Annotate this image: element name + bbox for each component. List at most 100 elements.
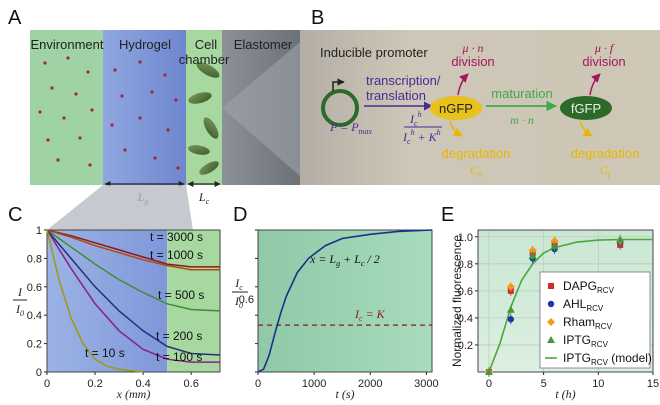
panel-letter-c: C: [8, 204, 22, 226]
bacterium: [199, 161, 219, 175]
transcription-label: transcription/: [366, 73, 441, 88]
x-tick-label: 0: [255, 378, 261, 390]
x-tick-label: 2000: [358, 378, 382, 390]
data-point: [616, 235, 625, 243]
series-line: [46, 229, 144, 373]
promoter-arrow: [332, 78, 345, 91]
y-axis-label-den: I0: [234, 294, 243, 310]
y-axis-label-num: Ic: [234, 276, 243, 292]
signal-molecule: [166, 128, 170, 132]
division-n-rate: μ · n: [461, 41, 483, 55]
signal-molecule: [176, 166, 180, 170]
y-tick-label: 0.4: [458, 313, 473, 325]
panel-b: B Inducible promoter transcription/ tran…: [300, 7, 660, 185]
panel-letter-e: E: [441, 204, 454, 226]
signal-molecule: [153, 156, 157, 160]
data-point: [550, 236, 559, 245]
signal-molecule: [38, 110, 42, 114]
zoom-wedge-c: [47, 185, 193, 230]
series-line: [46, 229, 221, 356]
signal-molecule: [174, 98, 178, 102]
data-point: [506, 282, 515, 291]
y-tick-label: 0.6: [458, 286, 473, 298]
panel-letter-d: D: [233, 204, 247, 226]
x-axis-label: t (s): [336, 387, 355, 401]
division-f-rate: μ · f: [594, 41, 615, 55]
data-point: [528, 251, 537, 259]
data-point: [506, 305, 515, 313]
dimension-lc-label: Lc: [198, 190, 210, 206]
x-tick-label: 0.6: [184, 378, 199, 390]
y-axis-label: Ic I0: [232, 276, 248, 310]
bacterium: [188, 145, 210, 155]
y-tick-label: 0.8: [458, 259, 473, 271]
y-axis-label-den: I0: [15, 302, 24, 318]
x-tick-label: 0.4: [135, 378, 150, 390]
x-tick-label: 15: [647, 378, 659, 390]
equation-denominator: Ich + Kh: [402, 128, 441, 146]
zoom-wedge-a: [222, 42, 300, 176]
division-n-arrow: [457, 73, 469, 96]
data-point: [484, 368, 493, 375]
curve-annotation: x = Lg + Lc / 2: [309, 252, 380, 268]
signal-molecule: [150, 90, 154, 94]
x-tick-label: 0: [486, 378, 492, 390]
y-tick-label: 0.4: [27, 310, 42, 322]
signal-molecule: [78, 136, 82, 140]
signal-molecule: [56, 158, 60, 162]
equation-numerator: Ich: [409, 110, 422, 128]
y-tick-label: 0.2: [27, 339, 42, 351]
y-axis-label-num: I: [17, 285, 23, 299]
degradation-f-arrow: [579, 120, 593, 137]
division-f-arrow: [589, 73, 601, 96]
signal-molecule: [138, 116, 142, 120]
x-tick-label: 10: [592, 378, 604, 390]
fgfp-label: fGFP: [571, 101, 601, 116]
panel-e-chart: 0.2 0.4 0.6 0.8 1.0 0 5 10 15 DAPGRCV AHLRCV RhamRC…: [450, 229, 659, 401]
data-point: [528, 246, 537, 255]
degradation-n-arrow: [449, 120, 463, 137]
bacteria: [188, 62, 220, 175]
x-tick-label: 0: [44, 378, 50, 390]
threshold-label: Ic = K: [354, 307, 386, 323]
ngfp-label: nGFP: [439, 101, 473, 116]
y-tick-label: 0.8: [27, 253, 42, 265]
inducible-promoter-label: Inducible promoter: [320, 45, 428, 60]
series-label: t = 200 s: [156, 329, 202, 343]
label-environment: Environment: [31, 37, 104, 52]
degradation-f-label: degradation: [571, 146, 640, 161]
x-tick-label: 0.2: [87, 378, 102, 390]
data-point: [547, 336, 555, 343]
degradation-n-label: degradation: [442, 146, 511, 161]
data-point: [547, 300, 555, 308]
cell-chamber-region: [186, 30, 222, 185]
panel-a: A Environment Hydrogel Cell chamber Elas…: [8, 7, 300, 206]
plot-frame: [257, 229, 433, 373]
series-line: [46, 229, 220, 363]
x-tick-label: 3000: [414, 378, 438, 390]
y-tick-label: 0.6: [239, 294, 254, 306]
signal-molecule: [88, 163, 92, 167]
series-label: t = 10 s: [85, 346, 125, 360]
signal-molecule: [46, 138, 50, 142]
series-line: [46, 229, 220, 268]
y-axis-label: I I0: [13, 285, 27, 318]
hydrogel-region: [103, 30, 186, 185]
legend-label: IPTGRCV (model): [563, 351, 652, 367]
legend-box: [539, 271, 651, 369]
label-cell: Cell: [195, 37, 218, 52]
signal-molecule: [74, 92, 78, 96]
y-axis-label: Normalized fluorescence: [450, 235, 464, 367]
translation-label: translation: [366, 88, 426, 103]
bacterium: [196, 62, 220, 78]
panel-letter-b: B: [311, 7, 324, 29]
label-chamber: chamber: [179, 52, 230, 67]
fgfp-blob: [560, 96, 612, 120]
ngfp-blob: [430, 96, 482, 120]
plot-frame: [477, 229, 654, 373]
environment-region: [30, 30, 103, 185]
series-line: [46, 229, 221, 312]
panel-c-chart: 0 0.2 0.4 0.6 0.8 1 0 0.2 0.4 0.6 t = 3000 s t = 10…: [13, 225, 221, 401]
signal-molecule: [138, 60, 142, 64]
series-label: t = 3000 s: [150, 230, 203, 244]
